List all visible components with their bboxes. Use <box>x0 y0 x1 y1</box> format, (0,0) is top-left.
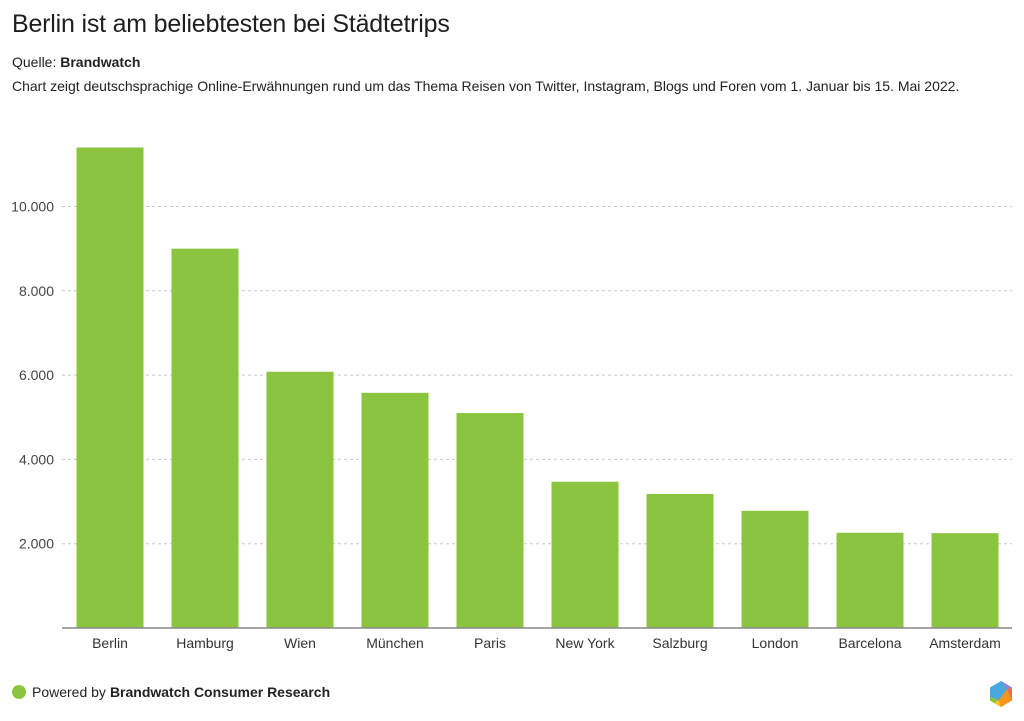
bar-salzburg[interactable] <box>646 493 714 628</box>
footer: Powered by Brandwatch Consumer Research <box>12 684 330 700</box>
bar-amsterdam[interactable] <box>931 533 999 628</box>
x-tick-label: Hamburg <box>176 635 234 651</box>
source-name: Brandwatch <box>60 54 141 70</box>
brand-dot-icon <box>12 685 26 699</box>
x-tick-label: München <box>366 635 424 651</box>
source-label: Quelle: <box>12 54 57 70</box>
bar-new-york[interactable] <box>551 481 619 628</box>
bar-wien[interactable] <box>266 371 334 628</box>
brandwatch-logo-icon[interactable] <box>988 680 1014 708</box>
powered-label: Powered by <box>32 684 106 700</box>
y-tick-label: 2.000 <box>19 536 54 552</box>
y-tick-label: 8.000 <box>19 283 54 299</box>
chart-title: Berlin ist am beliebtesten bei Städtetri… <box>12 10 450 38</box>
y-tick-label: 10.000 <box>11 199 54 215</box>
powered-name[interactable]: Brandwatch Consumer Research <box>109 684 331 700</box>
x-tick-label: Berlin <box>92 635 128 651</box>
x-tick-label: Salzburg <box>652 635 707 651</box>
bar-hamburg[interactable] <box>171 248 239 628</box>
bars <box>76 147 999 629</box>
source-line: Quelle: Brandwatch <box>12 54 140 70</box>
x-tick-label: New York <box>555 635 615 651</box>
x-tick-label: Barcelona <box>838 635 901 651</box>
y-tick-label: 6.000 <box>19 367 54 383</box>
bar-paris[interactable] <box>456 413 524 628</box>
x-tick-label: Wien <box>284 635 316 651</box>
x-tick-label: London <box>752 635 799 651</box>
x-axis-ticks: Berlin Hamburg Wien München Paris New York Sal… <box>92 635 1001 651</box>
bar-barcelona[interactable] <box>836 532 904 628</box>
x-tick-label: Paris <box>474 635 506 651</box>
y-tick-label: 4.000 <box>19 451 54 467</box>
x-tick-label: Amsterdam <box>929 635 1001 651</box>
bar-berlin[interactable] <box>76 147 144 629</box>
y-axis-ticks: 2.000 4.000 6.000 8.000 10.000 <box>11 199 54 552</box>
chart-description: Chart zeigt deutschsprachige Online-Erwä… <box>12 78 960 94</box>
bar-london[interactable] <box>741 510 809 628</box>
bar-münchen[interactable] <box>361 392 429 628</box>
